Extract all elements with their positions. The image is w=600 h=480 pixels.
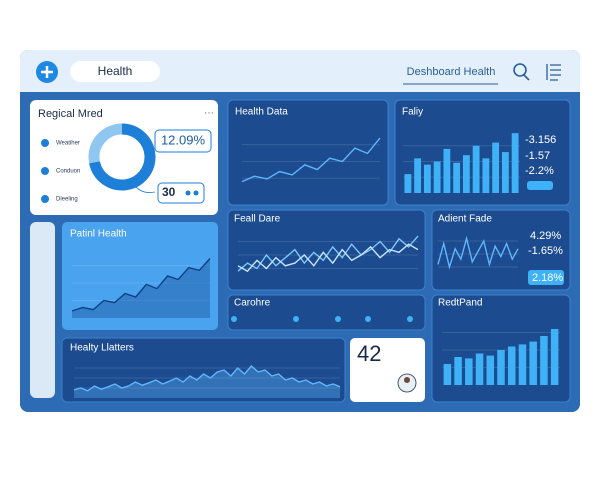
page-title: Deshboard Health bbox=[407, 66, 496, 78]
bar bbox=[482, 158, 490, 193]
card-title: RedtPand bbox=[438, 298, 482, 309]
line bbox=[241, 137, 381, 183]
cardiac-legend bbox=[231, 316, 413, 322]
legend-dot bbox=[407, 316, 413, 322]
legend-dot bbox=[231, 316, 237, 322]
bar bbox=[454, 357, 462, 385]
bar bbox=[540, 336, 548, 385]
bar bbox=[518, 344, 527, 385]
legend-dot bbox=[41, 167, 49, 175]
stat-value: 2.18% bbox=[532, 272, 563, 284]
add-icon bbox=[41, 66, 53, 78]
stat-dot bbox=[193, 190, 199, 196]
line bbox=[437, 235, 519, 270]
search-handle bbox=[523, 74, 530, 81]
search-icon[interactable] bbox=[513, 63, 527, 77]
legend-label: Weatiher bbox=[56, 141, 80, 147]
legend-dot bbox=[41, 139, 49, 147]
more-icon[interactable]: ··· bbox=[204, 108, 214, 119]
bar bbox=[433, 161, 441, 193]
bar bbox=[414, 158, 422, 193]
bar bbox=[443, 148, 451, 193]
legend-dot bbox=[41, 195, 49, 203]
bar bbox=[423, 164, 431, 193]
bar bbox=[475, 353, 484, 385]
bar bbox=[550, 329, 559, 385]
stat-dot bbox=[185, 190, 191, 196]
count-value: 42 bbox=[357, 341, 381, 366]
badge bbox=[528, 270, 564, 285]
stat-value: -2.2% bbox=[525, 165, 554, 177]
bar bbox=[453, 162, 461, 193]
card-title: Health Data bbox=[235, 107, 288, 118]
card bbox=[61, 337, 346, 403]
legend-dot bbox=[365, 316, 371, 322]
bar bbox=[443, 364, 452, 385]
card bbox=[227, 209, 426, 291]
card-title: Adient Fade bbox=[438, 214, 492, 225]
stat-box bbox=[154, 129, 212, 153]
stat-value: 4.29% bbox=[530, 230, 561, 242]
stat-value: -1.57 bbox=[525, 150, 550, 162]
bar bbox=[465, 358, 473, 385]
side-panel bbox=[30, 222, 55, 398]
legend-label: Conduon bbox=[56, 169, 80, 175]
bar bbox=[486, 355, 495, 385]
bar bbox=[529, 341, 537, 385]
line bbox=[71, 258, 211, 312]
card-title: Patinl Health bbox=[70, 229, 127, 240]
stat-value: 12.09% bbox=[161, 132, 206, 147]
bar bbox=[511, 133, 519, 193]
bar bbox=[404, 174, 412, 193]
bar bbox=[507, 346, 516, 385]
card bbox=[431, 294, 571, 403]
bar bbox=[497, 350, 505, 385]
regional-card bbox=[30, 100, 218, 215]
stat-value: -3.156 bbox=[525, 134, 556, 146]
top-bar-base bbox=[20, 80, 580, 92]
stat-value: 30 bbox=[162, 185, 176, 199]
legend-label: Dleeling bbox=[56, 197, 78, 203]
menu-icon[interactable] bbox=[546, 64, 561, 81]
card-title: Feall Dare bbox=[234, 214, 281, 225]
donut-slice bbox=[89, 123, 156, 191]
stat-value: -1.65% bbox=[528, 245, 563, 257]
card bbox=[227, 294, 426, 331]
card-title: Faliy bbox=[402, 107, 423, 118]
bar bbox=[501, 152, 509, 193]
stat-box bbox=[157, 182, 205, 204]
area bbox=[74, 366, 340, 398]
card-title: Healty Llatters bbox=[70, 343, 134, 354]
card-title: Carohre bbox=[234, 298, 271, 309]
card-title: Regical Mred bbox=[38, 108, 103, 120]
legend-dot bbox=[293, 316, 299, 322]
avatar-head bbox=[404, 377, 410, 383]
line bbox=[237, 243, 419, 273]
badge bbox=[527, 181, 553, 190]
line bbox=[73, 365, 341, 392]
donut-slice bbox=[88, 123, 123, 164]
tab-pill[interactable] bbox=[70, 61, 160, 82]
bar bbox=[462, 155, 470, 193]
tab-label[interactable]: Health bbox=[98, 64, 133, 78]
bar bbox=[472, 145, 480, 193]
legend-dot bbox=[335, 316, 341, 322]
area bbox=[72, 258, 210, 318]
bar bbox=[492, 142, 500, 193]
